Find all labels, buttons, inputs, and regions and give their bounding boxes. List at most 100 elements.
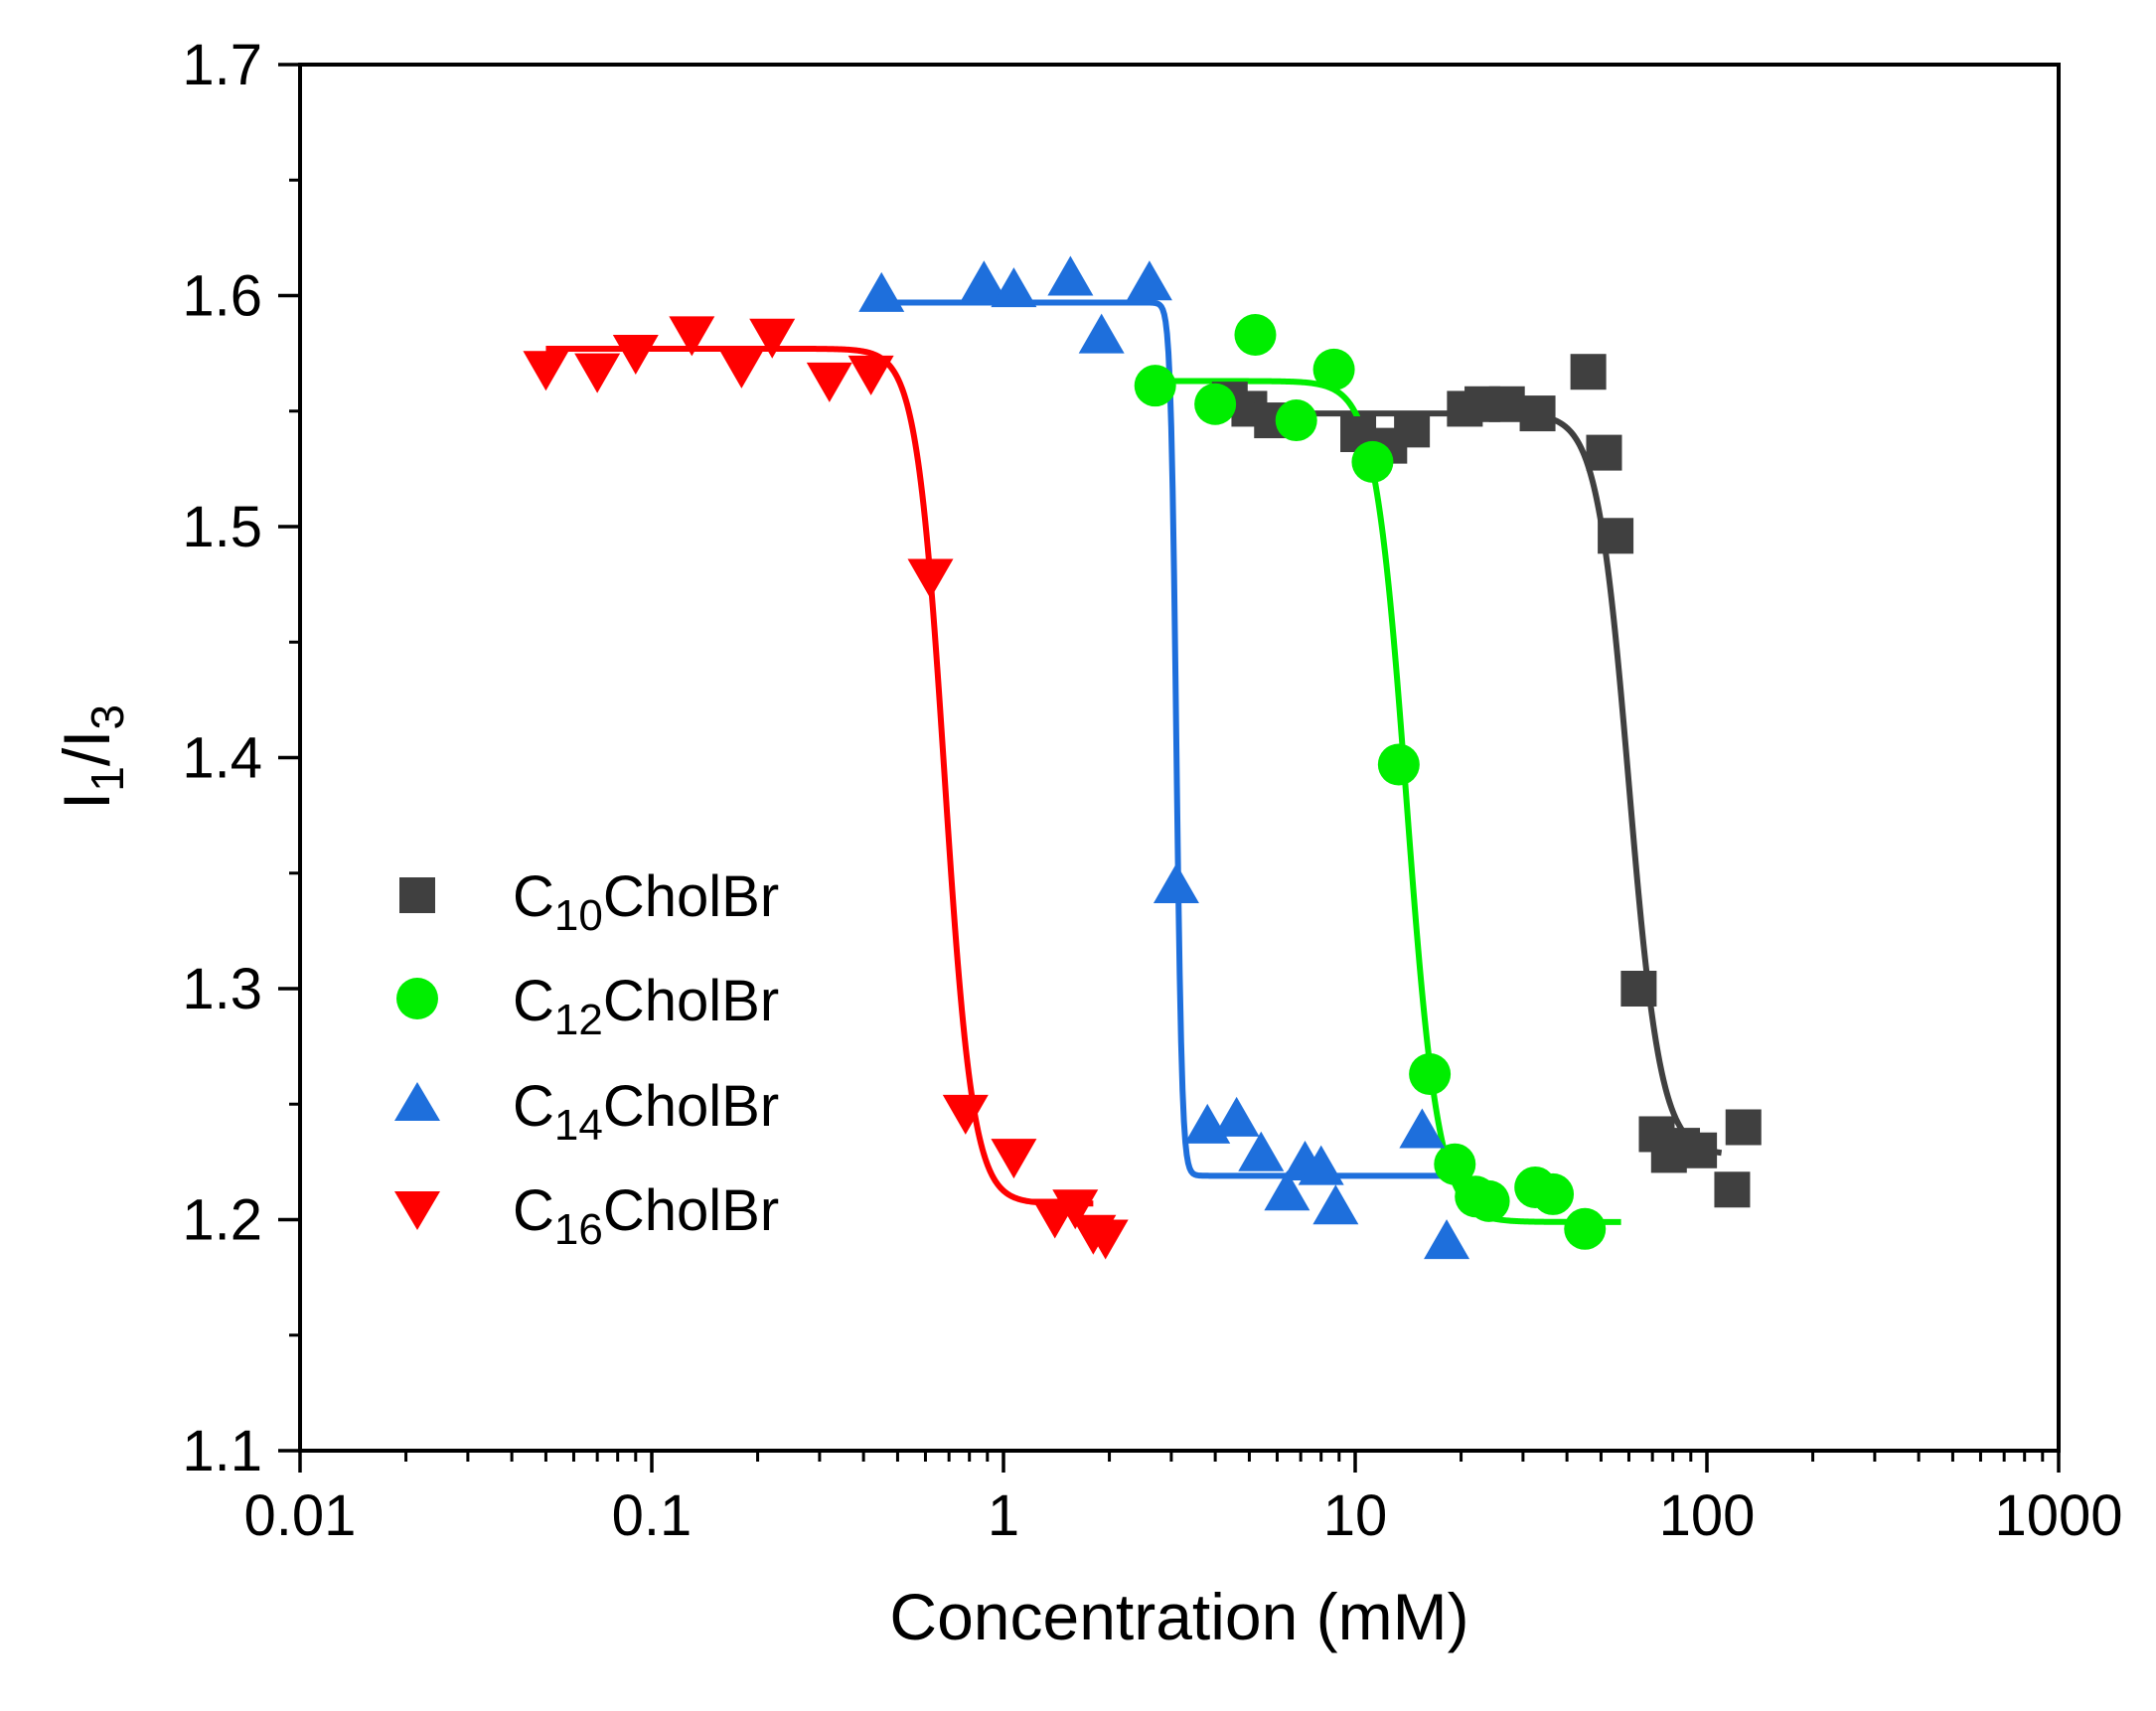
data-point-square <box>1519 395 1556 432</box>
data-points <box>523 255 1762 1260</box>
y-axis-title-sub3: 3 <box>81 704 133 730</box>
legend-c12-suffix: CholBr <box>603 969 779 1033</box>
legend-c10-sub: 10 <box>554 891 603 940</box>
legend-label-c12: C12CholBr <box>513 969 779 1044</box>
legend-item-c12: C12CholBr <box>396 969 779 1044</box>
legend-c16-suffix: CholBr <box>603 1178 779 1243</box>
data-point-triangle-down <box>749 318 796 359</box>
data-point-triangle-down <box>847 355 894 395</box>
legend: C10CholBr C12CholBr C14CholBr C16CholBr <box>394 864 779 1254</box>
legend-item-c16: C16CholBr <box>394 1178 779 1254</box>
x-tick-label: 0.1 <box>612 1483 693 1548</box>
data-point-circle <box>1351 440 1394 483</box>
y-tick-label: 1.7 <box>182 33 262 97</box>
data-point-triangle-up <box>1399 1108 1446 1149</box>
legend-marker-square <box>399 877 435 913</box>
data-point-triangle-down <box>907 558 954 599</box>
data-point-square <box>1725 1109 1762 1146</box>
data-point-square <box>1570 354 1607 390</box>
legend-c12-sub: 12 <box>554 996 603 1044</box>
y-axis-title-sub1: 1 <box>81 766 133 792</box>
y-axis-ticks: 1.1 1.2 1.3 1.4 1.5 1.6 1.7 <box>182 33 300 1483</box>
y-tick-label: 1.1 <box>182 1419 262 1483</box>
data-point-triangle-down <box>1082 1219 1129 1260</box>
data-point-triangle-up <box>1424 1219 1470 1260</box>
data-point-triangle-down <box>718 348 765 389</box>
data-point-triangle-down <box>1052 1189 1099 1230</box>
data-point-triangle-down <box>991 1139 1037 1179</box>
y-axis-title-i3: I <box>50 729 123 747</box>
y-tick-label: 1.2 <box>182 1188 262 1253</box>
data-point-square <box>1681 1132 1718 1168</box>
data-point-square <box>1620 971 1657 1007</box>
data-point-square <box>1488 386 1525 422</box>
data-point-circle <box>1134 365 1176 407</box>
legend-c16-sub: 16 <box>554 1205 603 1254</box>
data-point-triangle-up <box>1047 255 1094 296</box>
data-point-triangle-down <box>574 353 621 393</box>
x-axis-title: Concentration (mM) <box>889 1580 1468 1653</box>
data-point-circle <box>1312 348 1355 390</box>
data-point-triangle-up <box>1298 1145 1344 1185</box>
legend-label-c16: C16CholBr <box>513 1178 779 1254</box>
legend-c16-prefix: C <box>513 1178 554 1243</box>
x-tick-label: 10 <box>1323 1483 1388 1548</box>
data-point-square <box>1714 1171 1751 1208</box>
x-tick-label: 100 <box>1659 1483 1756 1548</box>
data-point-triangle-down <box>523 351 569 391</box>
y-axis-title-sep: / <box>50 747 123 766</box>
x-axis-ticks: 0.01 0.1 1 10 100 1000 <box>244 1451 2123 1548</box>
legend-label-c10: C10CholBr <box>513 864 779 940</box>
legend-marker-triangle-up <box>394 1082 440 1121</box>
data-point-triangle-up <box>1078 313 1125 354</box>
data-point-triangle-up <box>1213 1096 1260 1137</box>
data-point-circle <box>1564 1207 1607 1250</box>
y-axis-title: I1/I3 <box>50 704 133 810</box>
data-point-circle <box>1234 314 1277 357</box>
y-tick-label: 1.4 <box>182 726 262 791</box>
legend-marker-triangle-down <box>394 1191 440 1230</box>
data-point-circle <box>1532 1172 1575 1215</box>
data-point-circle <box>1467 1179 1510 1222</box>
legend-marker-circle <box>396 978 438 1019</box>
data-point-square <box>1598 518 1634 554</box>
data-point-triangle-up <box>1264 1170 1310 1211</box>
legend-c10-prefix: C <box>513 864 554 929</box>
legend-c14-suffix: CholBr <box>603 1074 779 1139</box>
x-tick-label: 1 <box>988 1483 1019 1548</box>
data-point-circle <box>1434 1143 1476 1185</box>
legend-label-c14: C14CholBr <box>513 1074 779 1150</box>
x-tick-label: 1000 <box>1994 1483 2122 1548</box>
fit-curve-C12CholBr <box>1148 378 1623 1225</box>
y-tick-label: 1.6 <box>182 264 262 329</box>
data-point-triangle-up <box>961 260 1007 301</box>
data-point-circle <box>1409 1053 1452 1096</box>
legend-c12-prefix: C <box>513 969 554 1033</box>
y-axis-title-i1: I <box>50 792 123 810</box>
data-point-circle <box>1194 383 1237 425</box>
data-point-triangle-up <box>1312 1184 1359 1225</box>
data-point-triangle-up <box>858 271 905 312</box>
y-tick-label: 1.5 <box>182 495 262 559</box>
legend-item-c14: C14CholBr <box>394 1074 779 1150</box>
legend-c10-suffix: CholBr <box>603 864 779 929</box>
data-point-triangle-down <box>942 1094 989 1135</box>
legend-c14-prefix: C <box>513 1074 554 1139</box>
data-point-triangle-down <box>669 316 715 357</box>
legend-item-c10: C10CholBr <box>399 864 779 940</box>
data-point-triangle-up <box>1153 863 1199 904</box>
y-tick-label: 1.3 <box>182 957 262 1021</box>
data-point-triangle-up <box>1238 1131 1285 1171</box>
data-point-triangle-up <box>991 267 1037 308</box>
data-point-square <box>1586 434 1622 471</box>
data-point-circle <box>1275 399 1317 442</box>
fit-curve-C14CholBr <box>883 299 1452 1179</box>
data-point-triangle-down <box>612 334 659 375</box>
data-point-circle <box>1377 743 1420 786</box>
data-point-triangle-down <box>806 362 852 402</box>
data-point-square <box>1394 411 1431 448</box>
legend-c14-sub: 14 <box>554 1101 603 1150</box>
data-point-triangle-up <box>1126 260 1172 301</box>
